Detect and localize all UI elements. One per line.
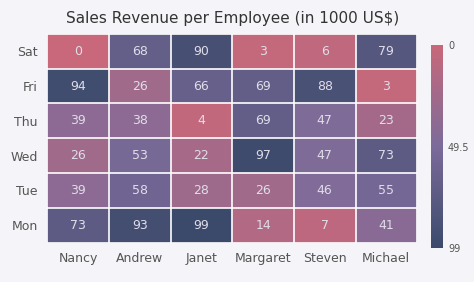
Text: 26: 26 <box>132 80 148 92</box>
Bar <box>47 173 109 208</box>
Text: 73: 73 <box>378 149 394 162</box>
Text: 90: 90 <box>193 45 210 58</box>
Bar <box>47 138 109 173</box>
Bar <box>109 208 171 243</box>
Text: 97: 97 <box>255 149 271 162</box>
Text: 58: 58 <box>132 184 148 197</box>
Bar <box>294 69 356 103</box>
Bar <box>294 173 356 208</box>
Bar <box>356 208 417 243</box>
Text: 69: 69 <box>255 80 271 92</box>
Text: 93: 93 <box>132 219 148 232</box>
Bar <box>232 34 294 69</box>
Bar <box>171 34 232 69</box>
Text: 22: 22 <box>193 149 210 162</box>
Bar <box>232 69 294 103</box>
Bar <box>171 208 232 243</box>
Text: 53: 53 <box>132 149 148 162</box>
Text: 46: 46 <box>317 184 333 197</box>
Bar <box>356 138 417 173</box>
Bar <box>294 138 356 173</box>
Bar <box>171 138 232 173</box>
Bar <box>109 103 171 138</box>
Text: 26: 26 <box>255 184 271 197</box>
Bar <box>294 208 356 243</box>
Text: 39: 39 <box>70 184 86 197</box>
Text: 6: 6 <box>321 45 328 58</box>
Text: 7: 7 <box>321 219 328 232</box>
Bar <box>232 138 294 173</box>
Bar <box>232 103 294 138</box>
Bar <box>171 103 232 138</box>
Text: 14: 14 <box>255 219 271 232</box>
Bar <box>232 208 294 243</box>
Bar <box>171 69 232 103</box>
Text: 88: 88 <box>317 80 333 92</box>
Text: 94: 94 <box>70 80 86 92</box>
Text: 73: 73 <box>70 219 86 232</box>
Text: 39: 39 <box>70 114 86 127</box>
Bar <box>47 34 109 69</box>
Text: 41: 41 <box>378 219 394 232</box>
Text: 0: 0 <box>74 45 82 58</box>
Text: 55: 55 <box>378 184 394 197</box>
Text: 69: 69 <box>255 114 271 127</box>
Bar <box>109 173 171 208</box>
Bar <box>47 103 109 138</box>
Bar <box>356 34 417 69</box>
Text: 3: 3 <box>259 45 267 58</box>
Bar <box>109 34 171 69</box>
Bar <box>171 173 232 208</box>
Text: 79: 79 <box>378 45 394 58</box>
Text: 4: 4 <box>198 114 205 127</box>
Bar <box>109 69 171 103</box>
Text: 99: 99 <box>193 219 210 232</box>
Bar <box>356 103 417 138</box>
Text: 47: 47 <box>317 114 333 127</box>
Bar <box>294 103 356 138</box>
Text: 26: 26 <box>70 149 86 162</box>
Bar <box>232 173 294 208</box>
Bar <box>294 34 356 69</box>
Text: 47: 47 <box>317 149 333 162</box>
Text: 38: 38 <box>132 114 148 127</box>
Bar <box>47 69 109 103</box>
Bar <box>109 138 171 173</box>
Bar <box>47 208 109 243</box>
Bar <box>356 173 417 208</box>
Title: Sales Revenue per Employee (in 1000 US$): Sales Revenue per Employee (in 1000 US$) <box>65 11 399 26</box>
Text: 68: 68 <box>132 45 148 58</box>
Text: 23: 23 <box>378 114 394 127</box>
Text: 66: 66 <box>193 80 210 92</box>
Text: 3: 3 <box>383 80 390 92</box>
Text: 28: 28 <box>193 184 210 197</box>
Bar <box>356 69 417 103</box>
